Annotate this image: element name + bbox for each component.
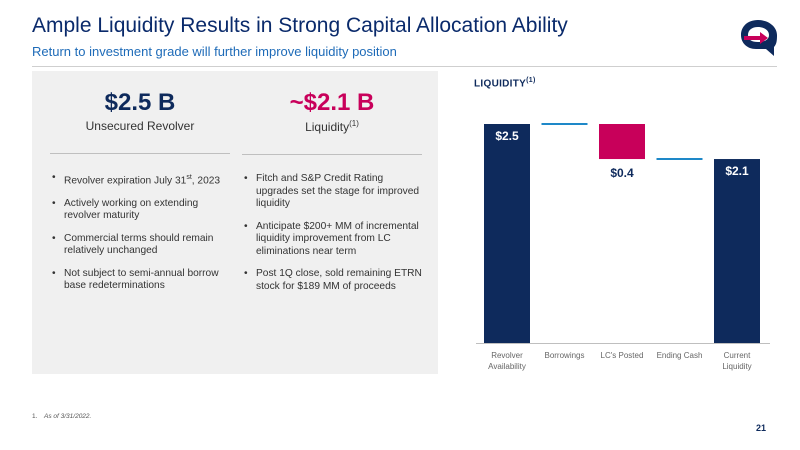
bullet-item: Actively working on extending revolver m… (52, 198, 230, 223)
bullet-item: Commercial terms should remain relativel… (52, 233, 230, 258)
page-number: 21 (756, 423, 767, 433)
waterfall-bar (599, 124, 645, 160)
bullet-item: Anticipate $200+ MM of incremental liqui… (244, 221, 422, 259)
column-divider (242, 154, 422, 155)
page-title: Ample Liquidity Results in Strong Capita… (32, 14, 568, 37)
revolver-value: $2.5 B (104, 89, 176, 116)
page-subtitle: Return to investment grade will further … (32, 44, 397, 59)
liquidity-bullets: Fitch and S&P Credit Rating upgrades set… (242, 173, 422, 293)
chart-title: LIQUIDITY(1) (474, 77, 536, 90)
waterfall-bar (714, 159, 760, 343)
data-label: $2.1 (725, 164, 749, 178)
liquidity-value: ~$2.1 B (289, 89, 375, 116)
category-label: LC's Posted (601, 351, 644, 360)
revolver-column: $2.5 B Unsecured Revolver Revolver expir… (50, 89, 230, 303)
category-label: Ending Cash (657, 351, 703, 360)
bullet-item: Not subject to semi-annual borrow base r… (52, 268, 230, 293)
bullet-item: Fitch and S&P Credit Rating upgrades set… (244, 173, 422, 211)
header-divider (32, 66, 777, 67)
waterfall-bar (484, 124, 530, 343)
category-label: Borrowings (544, 351, 584, 360)
summary-panel: $2.5 B Unsecured Revolver Revolver expir… (32, 71, 438, 374)
revolver-label: Unsecured Revolver (85, 119, 195, 133)
category-label: Availability (488, 362, 526, 371)
liquidity-label: Liquidity(1) (305, 119, 359, 134)
company-logo (741, 20, 777, 56)
category-label: Liquidity (722, 362, 751, 371)
column-divider (50, 153, 230, 154)
data-label: $2.5 (495, 129, 519, 143)
bullet-item: Revolver expiration July 31st, 2023 (52, 172, 230, 188)
bullet-item: Post 1Q close, sold remaining ETRN stock… (244, 268, 422, 293)
footnote: 1. As of 3/31/2022. (32, 413, 92, 420)
revolver-bullets: Revolver expiration July 31st, 2023 Acti… (50, 172, 230, 293)
category-label: Current (724, 351, 751, 360)
data-label: $0.4 (610, 166, 634, 180)
category-label: Revolver (491, 351, 523, 360)
liquidity-column: ~$2.1 B Liquidity(1) Fitch and S&P Credi… (242, 89, 422, 303)
